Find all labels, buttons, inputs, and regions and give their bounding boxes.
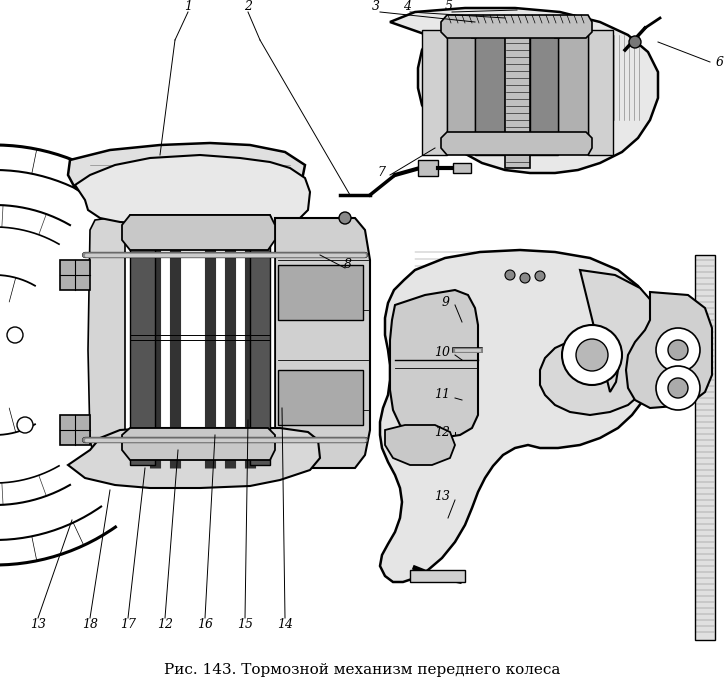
Circle shape [629,36,641,48]
Text: 2: 2 [244,0,252,12]
Bar [418,160,438,176]
Bar [278,370,363,425]
Bar [422,30,447,155]
Polygon shape [122,428,275,460]
Circle shape [535,271,545,281]
Polygon shape [475,22,505,155]
Polygon shape [270,220,315,465]
Text: 1: 1 [184,0,192,12]
Circle shape [339,212,351,224]
Circle shape [17,417,33,433]
Text: 5: 5 [445,0,453,12]
Circle shape [668,340,688,360]
Text: 13: 13 [30,619,46,632]
Text: 9: 9 [442,295,450,309]
Text: Рис. 143. Тормозной механизм переднего колеса: Рис. 143. Тормозной механизм переднего к… [164,663,560,677]
Polygon shape [68,428,320,488]
Polygon shape [390,8,658,173]
Text: 16: 16 [197,619,213,632]
Polygon shape [558,30,588,148]
Bar [471,30,476,38]
Polygon shape [441,15,592,38]
Text: 3: 3 [372,0,380,12]
Polygon shape [695,255,715,640]
Polygon shape [447,30,475,148]
Bar [588,30,613,155]
Polygon shape [540,270,660,415]
Polygon shape [75,155,310,225]
Circle shape [656,328,700,372]
Polygon shape [380,250,660,582]
Text: 10: 10 [434,345,450,358]
Bar [471,132,476,140]
Text: 6: 6 [716,55,724,69]
Circle shape [576,339,608,371]
Bar [410,570,465,582]
Text: 4: 4 [403,0,411,12]
Circle shape [656,366,700,410]
Bar [60,260,90,290]
Circle shape [505,270,515,280]
Text: 7: 7 [377,165,385,179]
Polygon shape [626,292,712,408]
Text: 17: 17 [120,619,136,632]
Bar [453,163,471,173]
Text: 15: 15 [237,619,253,632]
Text: 13: 13 [434,491,450,504]
Polygon shape [122,215,275,250]
Polygon shape [88,215,130,465]
Text: 12: 12 [157,619,173,632]
Bar [278,265,363,320]
Text: 11: 11 [434,388,450,401]
Circle shape [93,348,107,362]
Text: 12: 12 [434,426,450,439]
Circle shape [7,327,23,343]
Polygon shape [130,220,155,465]
Polygon shape [275,218,370,468]
Text: 8: 8 [344,259,352,271]
Polygon shape [505,18,530,168]
Bar [554,30,559,38]
Text: 14: 14 [277,619,293,632]
Text: 18: 18 [82,619,98,632]
Polygon shape [68,143,305,208]
Circle shape [562,325,622,385]
Polygon shape [250,220,270,465]
Bar [554,132,559,140]
Polygon shape [441,132,592,155]
Circle shape [520,273,530,283]
Polygon shape [385,425,455,465]
Polygon shape [390,290,478,438]
Circle shape [668,378,688,398]
Polygon shape [530,22,558,155]
Polygon shape [125,215,275,472]
Bar [60,415,90,445]
